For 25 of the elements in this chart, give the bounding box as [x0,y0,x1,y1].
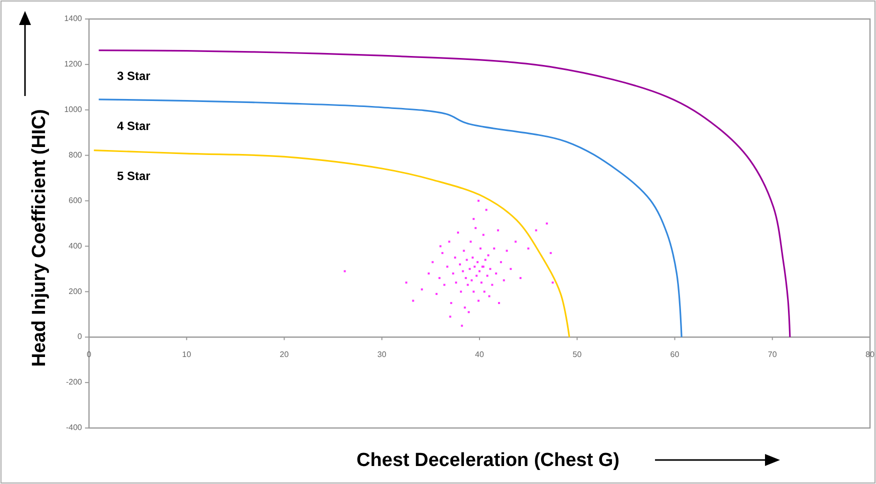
line-series [93,150,570,338]
y-tick-label: 800 [68,150,83,160]
line-series [98,50,791,338]
x-tick-label: 30 [377,350,387,360]
x-tick-label: 20 [280,350,290,360]
annotation: 5 Star [117,169,151,184]
y-tick-label: 1400 [64,14,83,24]
y-tick-label: 600 [68,196,83,205]
y-tick-label: 0 [78,332,83,342]
x-axis-title: Chest Deceleration (Chest G) [356,450,620,471]
x-tick-label: 50 [572,350,582,360]
y-tick-label: 200 [68,286,83,296]
y-tick-label: 1200 [64,60,83,69]
x-tick-label: 60 [670,350,680,360]
x-tick-label: 40 [475,350,484,360]
x-tick-label: 10 [182,350,192,360]
y-tick-label: 1000 [64,105,83,114]
y-tick-label: -200 [66,378,83,387]
annotation: 4 Star [117,119,151,134]
x-tick-label: 70 [768,350,778,360]
line-series [98,98,682,338]
y-tick-label: -400 [66,423,83,432]
annotation: 3 Star [117,69,151,84]
y-axis-title: Head Injury Coefficient (HIC) [29,109,50,367]
y-tick-label: 400 [68,241,83,250]
